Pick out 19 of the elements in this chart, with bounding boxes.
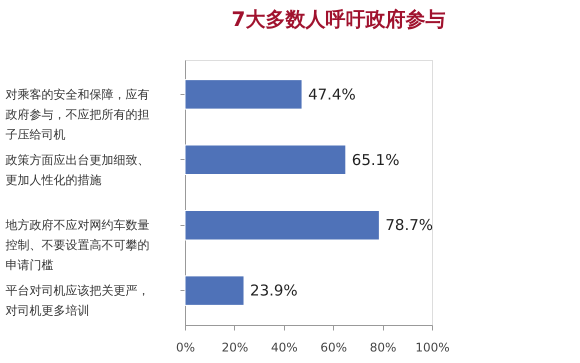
x-tick-label: 100% [415,340,450,354]
x-tick-label: 60% [320,340,348,354]
x-tick-label: 40% [270,340,298,354]
x-tick-label: 80% [370,340,396,354]
data-label: 65.1% [352,150,400,169]
y-tick-label: 地方政府不应对网约车数量控制、不要设置高不可攀的申请门槛 [4,218,150,272]
bar [184,275,245,306]
bar [184,144,346,176]
y-tick-label: 平台对司机应该把关更严，对司机更多培训 [6,284,150,318]
y-tick-label: 对乘客的安全和保障，应有政府参与，不应把所有的担子压给司机 [6,87,150,142]
bar [184,210,380,240]
chart-title: 7大多数人呼吁政府参与 [232,7,446,31]
x-tick-label: 0% [176,340,196,354]
data-label: 23.9% [250,282,298,300]
bar [184,79,303,110]
data-label: 47.4% [308,85,356,104]
y-tick-label: 政策方面应出台更加细致、更加人性化的措施 [6,152,150,187]
x-tick-label: 20% [222,340,248,354]
data-label: 78.7% [385,216,434,234]
